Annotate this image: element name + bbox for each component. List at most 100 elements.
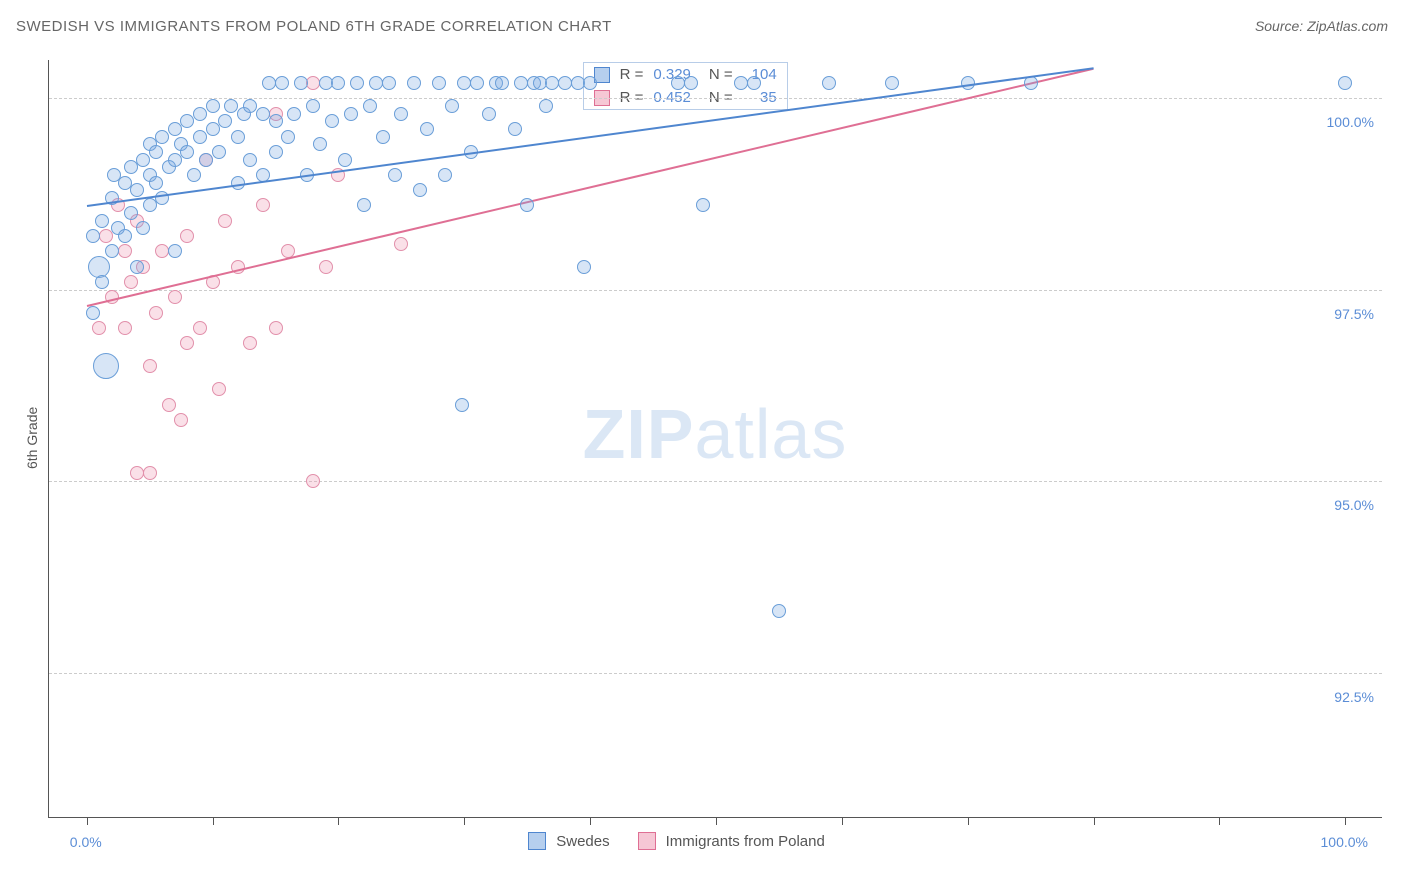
swedes-point: [306, 99, 320, 113]
legend-swatch: [638, 832, 656, 850]
swedes-point: [445, 99, 459, 113]
swedes-point: [143, 198, 157, 212]
x-tick: [213, 817, 214, 825]
plot-area: ZIPatlas R = 0.329N = 104R = 0.452N = 35…: [48, 60, 1382, 818]
x-tick-label: 0.0%: [70, 834, 102, 850]
swedes-point: [281, 130, 295, 144]
swedes-point: [130, 260, 144, 274]
swedes-point: [696, 198, 710, 212]
swedes-point: [388, 168, 402, 182]
swedes-point: [294, 76, 308, 90]
swedes-point: [136, 221, 150, 235]
y-tick-label: 95.0%: [1314, 497, 1374, 513]
bottom-legend: SwedesImmigrants from Poland: [528, 832, 843, 850]
gridline: [49, 673, 1382, 674]
watermark-light: atlas: [695, 395, 848, 473]
watermark: ZIPatlas: [583, 394, 848, 474]
poland-point: [92, 321, 106, 335]
swedes-point: [455, 398, 469, 412]
swedes-point: [394, 107, 408, 121]
swedes-point: [382, 76, 396, 90]
chart-title: SWEDISH VS IMMIGRANTS FROM POLAND 6TH GR…: [16, 18, 612, 35]
swedes-point: [193, 107, 207, 121]
x-tick: [87, 817, 88, 825]
swedes-point: [180, 114, 194, 128]
poland-point: [256, 198, 270, 212]
swedes-point: [885, 76, 899, 90]
swedes-point: [124, 160, 138, 174]
poland-point: [193, 321, 207, 335]
swedes-point: [269, 145, 283, 159]
stats-n-label: N =: [709, 66, 733, 83]
swedes-point: [684, 76, 698, 90]
swedes-point: [1338, 76, 1352, 90]
x-tick-label: 100.0%: [1320, 834, 1367, 850]
swedes-point: [206, 122, 220, 136]
poland-point: [99, 229, 113, 243]
y-tick-label: 92.5%: [1314, 689, 1374, 705]
poland-point: [243, 336, 257, 350]
swedes-point: [420, 122, 434, 136]
swedes-point: [583, 76, 597, 90]
swedes-point: [149, 176, 163, 190]
swedes-point: [86, 306, 100, 320]
swedes-point: [357, 198, 371, 212]
swedes-point: [313, 137, 327, 151]
swedes-point: [218, 114, 232, 128]
legend-label: Swedes: [556, 833, 609, 850]
swedes-point: [275, 76, 289, 90]
swedes-point: [482, 107, 496, 121]
swedes-point: [206, 99, 220, 113]
poland-point: [143, 466, 157, 480]
swedes-point: [325, 114, 339, 128]
y-axis-label: 6th Grade: [24, 407, 40, 469]
gridline: [49, 481, 1382, 482]
x-tick: [1219, 817, 1220, 825]
x-tick: [716, 817, 717, 825]
poland-point: [174, 413, 188, 427]
poland-point: [180, 336, 194, 350]
poland-point: [118, 321, 132, 335]
swedes-point: [269, 114, 283, 128]
poland-point: [394, 237, 408, 251]
swedes-point: [187, 168, 201, 182]
swedes-point: [470, 76, 484, 90]
poland-point: [306, 474, 320, 488]
swedes-point: [168, 244, 182, 258]
stats-r-label: R =: [620, 66, 644, 83]
swedes-point: [344, 107, 358, 121]
source-label: Source: ZipAtlas.com: [1255, 18, 1388, 34]
swedes-point: [105, 244, 119, 258]
x-tick: [968, 817, 969, 825]
swedes-point: [338, 153, 352, 167]
swedes-point: [432, 76, 446, 90]
swedes-point: [136, 153, 150, 167]
swedes-point: [539, 99, 553, 113]
swedes-point: [95, 214, 109, 228]
swedes-point: [822, 76, 836, 90]
poland-point: [269, 321, 283, 335]
y-tick-label: 97.5%: [1314, 306, 1374, 322]
swedes-point: [130, 183, 144, 197]
x-tick: [1345, 817, 1346, 825]
poland-point: [118, 244, 132, 258]
x-tick: [338, 817, 339, 825]
poland-point: [168, 290, 182, 304]
poland-point: [319, 260, 333, 274]
swedes-point: [287, 107, 301, 121]
swedes-point: [118, 229, 132, 243]
swedes-point: [407, 76, 421, 90]
poland-point: [143, 359, 157, 373]
swedes-point: [520, 198, 534, 212]
swedes-point: [86, 229, 100, 243]
swedes-point: [331, 76, 345, 90]
swedes-point: [577, 260, 591, 274]
legend-swatch: [528, 832, 546, 850]
swedes-point: [168, 153, 182, 167]
poland-point: [218, 214, 232, 228]
swedes-point: [231, 130, 245, 144]
swedes-point: [180, 145, 194, 159]
swedes-point: [155, 130, 169, 144]
swedes-point: [350, 76, 364, 90]
swedes-point: [772, 604, 786, 618]
